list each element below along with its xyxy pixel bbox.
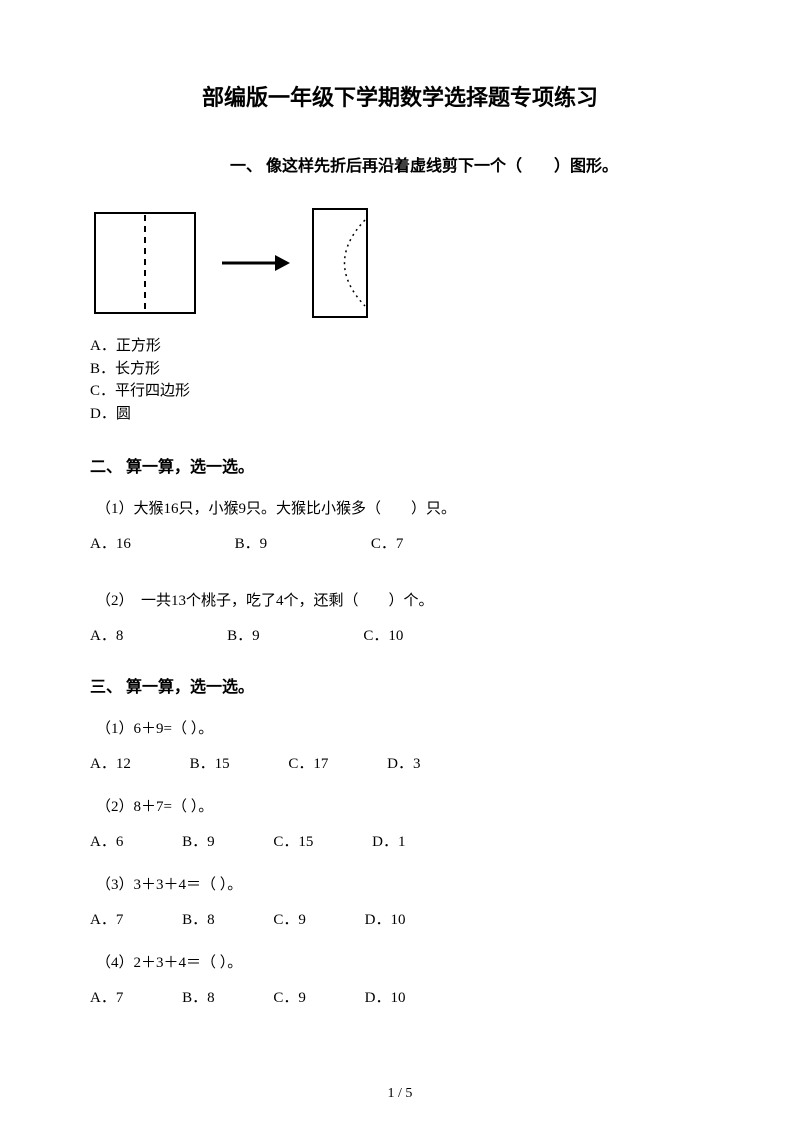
q1-option-d: D．圆 — [90, 403, 710, 426]
q3-sub4-a: A．7 — [90, 986, 123, 1007]
q2-sub2-a: A．8 — [90, 624, 123, 645]
folded-square-icon — [90, 208, 200, 318]
q1-option-c: C．平行四边形 — [90, 380, 710, 403]
q3-sub4-text: （4）2＋3＋4＝（ ）。 — [96, 951, 710, 972]
q3-sub2-c: C．15 — [273, 830, 313, 851]
q3-sub2-choices: A．6 B．9 C．15 D．1 — [90, 830, 710, 851]
q3-sub3-text: （3）3＋3＋4＝（ ）。 — [96, 873, 710, 894]
q3-sub4-choices: A．7 B．8 C．9 D．10 — [90, 986, 710, 1007]
q2-sub1-text: （1）大猴16只，小猴9只。大猴比小猴多（ ）只。 — [96, 497, 710, 518]
q2-sub1-c: C．7 — [371, 532, 404, 553]
q2-sub2-text: （2） 一共13个桃子，吃了4个，还剩（ ）个。 — [96, 589, 710, 610]
q3-sub2-d: D．1 — [372, 830, 405, 851]
cut-rectangle-icon — [310, 206, 370, 320]
q2-sub1-choices: A．16 B．9 C．7 — [90, 532, 710, 553]
question-2: 二、 算一算，选一选。 （1）大猴16只，小猴9只。大猴比小猴多（ ）只。 A．… — [90, 453, 710, 645]
q3-sub3-a: A．7 — [90, 908, 123, 929]
q3-sub2-a: A．6 — [90, 830, 123, 851]
q2-sub2-c: C．10 — [363, 624, 403, 645]
q3-sub1-choices: A．12 B．15 C．17 D．3 — [90, 752, 710, 773]
q3-sub1-d: D．3 — [387, 752, 420, 773]
q1-diagram — [90, 206, 710, 320]
q1-option-b: B．长方形 — [90, 358, 710, 381]
q1-options: A．正方形 B．长方形 C．平行四边形 D．圆 — [90, 335, 710, 425]
q3-sub4-d: D．10 — [365, 986, 406, 1007]
q2-sub1-b: B．9 — [235, 532, 268, 553]
q3-sub2-b: B．9 — [182, 830, 215, 851]
question-1: 一、 像这样先折后再沿着虚线剪下一个（ ）图形。 A．正方形 B．长方形 C．平… — [90, 152, 710, 425]
q3-heading: 三、 算一算，选一选。 — [90, 673, 710, 697]
page-title: 部编版一年级下学期数学选择题专项练习 — [90, 80, 710, 112]
page-number: 1 / 5 — [0, 1086, 800, 1102]
q3-sub3-choices: A．7 B．8 C．9 D．10 — [90, 908, 710, 929]
q2-sub1-a: A．16 — [90, 532, 131, 553]
q2-sub2-b: B．9 — [227, 624, 260, 645]
q3-sub1-c: C．17 — [288, 752, 328, 773]
q3-sub4-c: C．9 — [273, 986, 306, 1007]
q3-sub1-text: （1）6＋9=（ ）。 — [96, 717, 710, 738]
q1-option-a: A．正方形 — [90, 335, 710, 358]
q3-sub4-b: B．8 — [182, 986, 215, 1007]
arrow-right-icon — [220, 248, 290, 278]
q3-sub1-a: A．12 — [90, 752, 131, 773]
q1-heading: 一、 像这样先折后再沿着虚线剪下一个（ ）图形。 — [230, 152, 710, 176]
q3-sub3-b: B．8 — [182, 908, 215, 929]
q3-sub1-b: B．15 — [190, 752, 230, 773]
q2-sub2-choices: A．8 B．9 C．10 — [90, 624, 710, 645]
q3-sub2-text: （2）8＋7=（ ）。 — [96, 795, 710, 816]
q2-heading: 二、 算一算，选一选。 — [90, 453, 710, 477]
q3-sub3-d: D．10 — [365, 908, 406, 929]
q3-sub3-c: C．9 — [273, 908, 306, 929]
question-3: 三、 算一算，选一选。 （1）6＋9=（ ）。 A．12 B．15 C．17 D… — [90, 673, 710, 1007]
